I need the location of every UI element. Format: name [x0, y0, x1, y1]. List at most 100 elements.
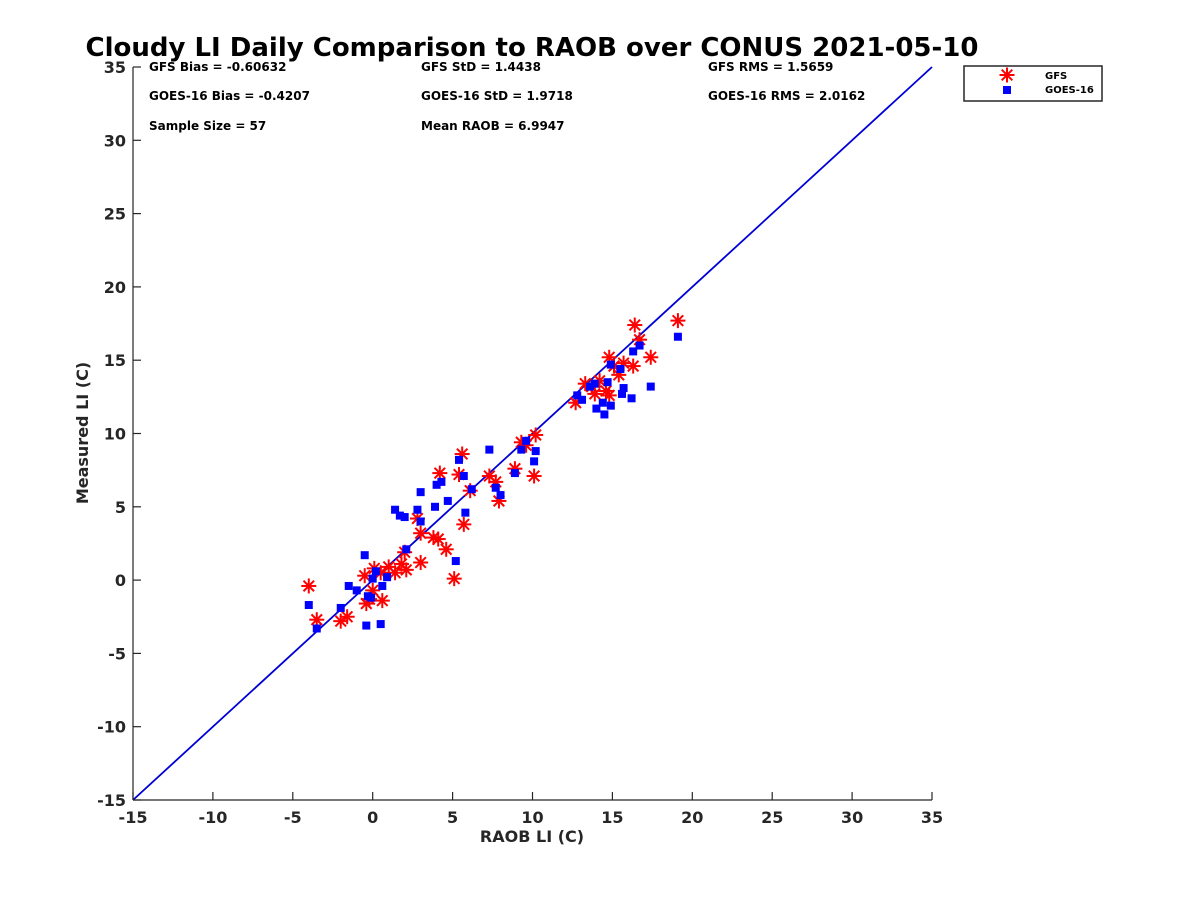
- gfs-point: [446, 571, 462, 587]
- x-tick-label: 20: [681, 808, 703, 827]
- goes16-point: [437, 477, 446, 486]
- x-tick-label: 30: [841, 808, 863, 827]
- goes16-point: [467, 485, 476, 494]
- legend-goes16-label: GOES-16: [1045, 85, 1094, 96]
- goes16-point: [590, 379, 599, 388]
- goes16-point: [352, 586, 361, 595]
- goes16-point: [304, 601, 313, 610]
- goes16-point: [510, 469, 519, 478]
- stat-text: GFS StD = 1.4438: [421, 60, 541, 74]
- gfs-point: [430, 531, 446, 547]
- gfs-point: [456, 516, 472, 532]
- x-tick-label: 35: [921, 808, 943, 827]
- x-tick-label: 0: [367, 808, 378, 827]
- y-tick-label: -5: [108, 644, 126, 663]
- goes16-point: [530, 457, 539, 466]
- goes16-point: [344, 581, 353, 590]
- goes16-point: [578, 395, 587, 404]
- y-tick-label: -15: [97, 791, 126, 810]
- goes16-point: [600, 410, 609, 419]
- goes16-point: [598, 398, 607, 407]
- one-to-one-line: [132, 66, 933, 801]
- goes16-point: [454, 455, 463, 464]
- x-tick-label: -10: [198, 808, 227, 827]
- y-tick-label: 25: [104, 205, 126, 224]
- gfs-point: [625, 358, 641, 374]
- gfs-point: [309, 612, 325, 628]
- gfs-point: [627, 317, 643, 333]
- gfs-point: [438, 541, 454, 557]
- goes16-point: [606, 360, 615, 369]
- x-tick-label: 10: [521, 808, 543, 827]
- stat-text: GOES-16 Bias = -0.4207: [149, 89, 310, 103]
- series-goes-16: [304, 332, 682, 633]
- goes16-point: [360, 551, 369, 560]
- goes16-point: [461, 508, 470, 517]
- axes: -15 -10 -5 0 5 10 15 20 25 30 35 -15 -10 -5 0 5 10 15 20 25…: [97, 58, 943, 827]
- goes16-point: [627, 394, 636, 403]
- y-tick-label: 5: [115, 498, 126, 517]
- legend-goes16-marker: [1003, 86, 1011, 94]
- goes16-point: [496, 491, 505, 500]
- goes16-point: [451, 557, 460, 566]
- legend-box: [963, 65, 1103, 102]
- gfs-point: [528, 427, 544, 443]
- goes16-point: [586, 382, 595, 391]
- goes16-point: [368, 574, 377, 583]
- y-tick-label: 30: [104, 131, 126, 150]
- goes16-point: [367, 593, 376, 602]
- data-layer: [132, 66, 933, 801]
- y-axis-label: Measured LI (C): [73, 362, 92, 504]
- stats-annotations: GFS Bias = -0.60632 GFS StD = 1.4438 GFS R…: [149, 60, 865, 133]
- goes16-point: [485, 445, 494, 454]
- chart-title: Cloudy LI Daily Comparison to RAOB over …: [86, 33, 979, 63]
- goes16-point: [531, 447, 540, 456]
- stat-text: GOES-16 StD = 1.9718: [421, 89, 573, 103]
- goes16-point: [606, 401, 615, 410]
- gfs-point: [413, 525, 429, 541]
- goes16-point: [443, 496, 452, 505]
- goes16-point: [362, 621, 371, 630]
- goes16-point: [432, 480, 441, 489]
- goes16-point: [646, 382, 655, 391]
- goes16-point: [395, 511, 404, 520]
- goes16-point: [391, 505, 400, 514]
- y-tick-label: 20: [104, 278, 126, 297]
- goes16-point: [402, 545, 411, 554]
- goes16-point: [378, 581, 387, 590]
- legend: GFS GOES-16: [963, 65, 1103, 102]
- stat-text: GOES-16 RMS = 2.0162: [708, 89, 865, 103]
- goes16-point: [459, 472, 468, 481]
- goes16-point: [635, 341, 644, 350]
- gfs-point: [387, 565, 403, 581]
- stat-text: Sample Size = 57: [149, 119, 266, 133]
- y-tick-label: -10: [97, 718, 126, 737]
- goes16-point: [431, 502, 440, 511]
- goes16-point: [517, 445, 526, 454]
- series-gfs: [301, 313, 686, 629]
- stat-text: Mean RAOB = 6.9947: [421, 119, 565, 133]
- y-tick-label: 10: [104, 425, 126, 444]
- gfs-point: [339, 609, 355, 625]
- goes16-point: [383, 573, 392, 582]
- gfs-point: [643, 349, 659, 365]
- goes16-point: [416, 517, 425, 526]
- stat-text: GFS RMS = 1.5659: [708, 60, 833, 74]
- goes16-point: [592, 404, 601, 413]
- x-tick-label: -15: [119, 808, 148, 827]
- goes16-point: [673, 332, 682, 341]
- legend-gfs-label: GFS: [1045, 71, 1067, 82]
- gfs-point: [601, 387, 617, 403]
- x-tick-label: 5: [447, 808, 458, 827]
- y-tick-label: 15: [104, 351, 126, 370]
- x-tick-label: -5: [284, 808, 302, 827]
- x-axis-label: RAOB LI (C): [480, 827, 584, 846]
- goes16-point: [603, 378, 612, 387]
- gfs-point: [526, 468, 542, 484]
- gfs-point: [670, 313, 686, 329]
- gfs-point: [587, 386, 603, 402]
- goes16-point: [400, 513, 409, 522]
- y-tick-label: 0: [115, 571, 126, 590]
- goes16-point: [312, 624, 321, 633]
- legend-gfs-marker: [999, 67, 1015, 83]
